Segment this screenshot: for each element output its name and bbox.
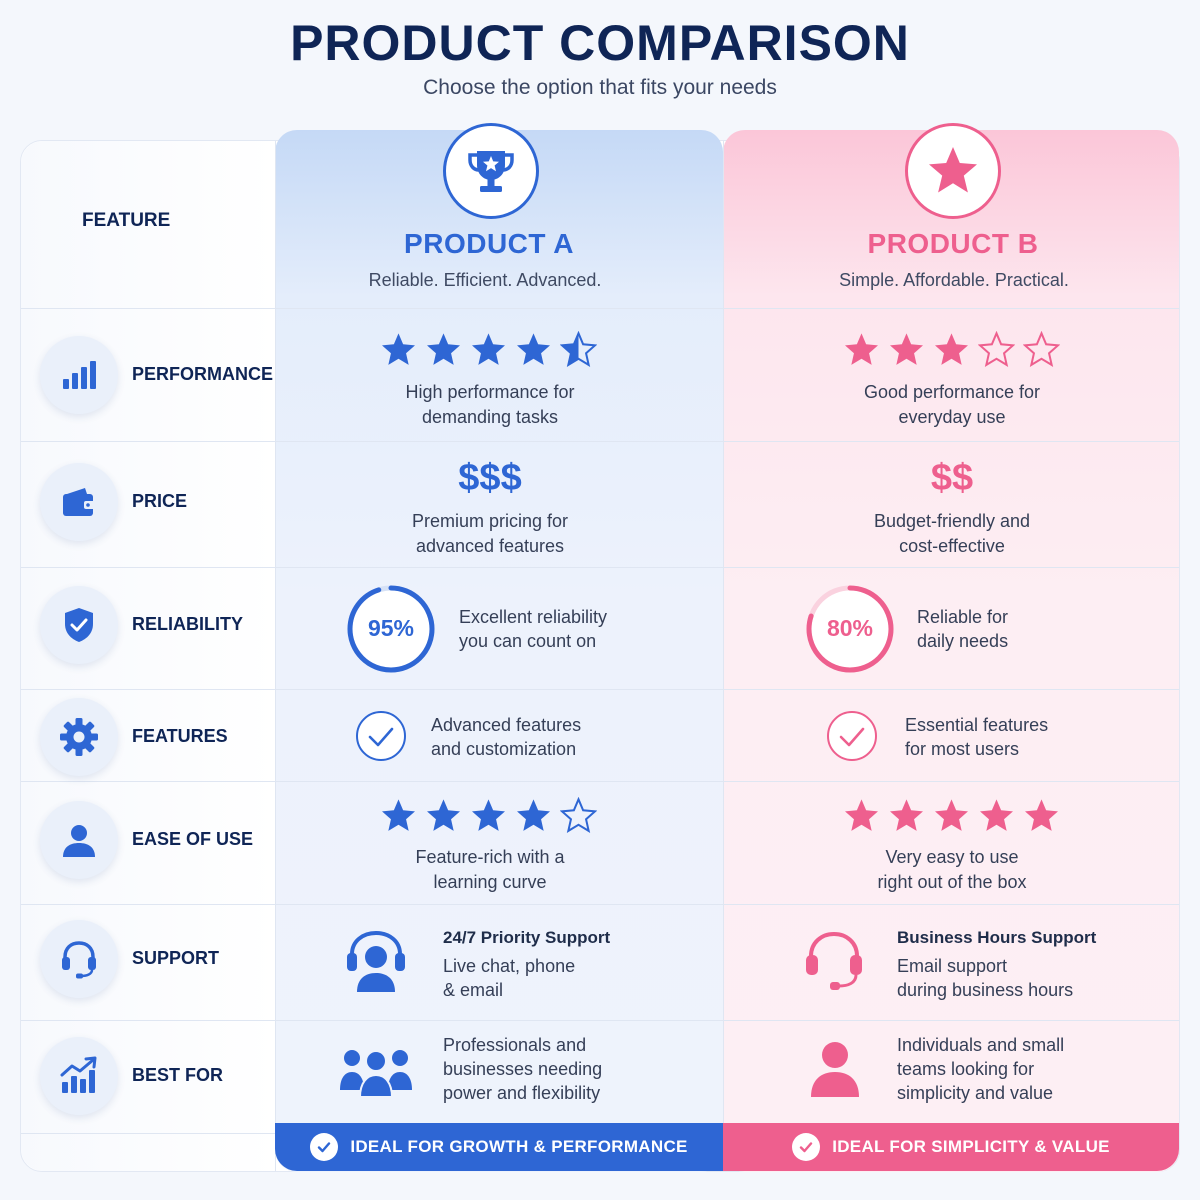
user-icon [40,801,118,879]
product-a-reliability-gauge: 95% [347,585,435,673]
row-label-performance: PERFORMANCE [132,364,274,384]
star-filled-icon [517,333,550,365]
gear-icon [40,698,118,776]
product-a-price: $$$ [458,457,522,499]
product-a-column [275,130,723,1172]
product-b-footer-text: IDEAL FOR SIMPLICITY & VALUE [832,1137,1110,1156]
row-label-support: SUPPORT [132,948,220,968]
team-icon [340,1050,412,1098]
product-b-price-text: Budget-friendly and cost-effective [873,511,1031,556]
star-filled-icon [890,799,923,831]
product-a-price-text: Premium pricing for advanced features [411,511,569,556]
check-circle-icon [310,1133,339,1161]
product-b-reliability-text: Reliable for daily needs [917,607,1009,651]
product-b-column [723,130,1179,1172]
product-b-tagline: Simple. Affordable. Practical. [839,270,1069,290]
row-label-best-for: BEST FOR [132,1065,224,1085]
product-a-footer-text: IDEAL FOR GROWTH & PERFORMANCE [350,1137,688,1156]
product-b-performance-rating [843,331,1060,368]
star-filled-icon [427,799,460,831]
product-b-performance-text: Good performance for everyday use [863,382,1041,427]
product-a-reliability-text: Excellent reliability you can count on [459,607,608,651]
wallet-icon [40,463,118,541]
star-filled-icon [935,333,968,365]
trophy-icon [443,123,539,219]
star-empty-icon [1023,331,1060,367]
product-a-ease-text: Feature-rich with a learning curve [415,847,565,892]
column-divider [275,141,276,1171]
product-a-support-text: 24/7 Priority Support Live chat, phone &… [443,928,611,1000]
product-b-best-for-text: Individuals and small teams looking for … [897,1035,1065,1103]
star-half-icon [560,331,597,367]
product-a-ease-rating [380,797,597,834]
product-b-support-text: Business Hours Support Email support dur… [897,928,1097,1000]
product-b-reliability-gauge: 80% [806,585,894,673]
page-title: PRODUCT COMPARISON [290,15,910,71]
star-icon [905,123,1001,219]
product-a-performance-rating [380,331,597,368]
check-circle-icon [792,1133,821,1161]
user-icon [811,1042,859,1097]
support-agent-icon [347,930,405,992]
row-label-reliability: RELIABILITY [132,614,243,634]
star-filled-icon [472,799,505,831]
star-filled-icon [845,799,878,831]
row-divider [21,1020,1179,1021]
row-label-features: FEATURES [132,726,228,746]
row-divider [21,441,1179,442]
star-filled-icon [980,799,1013,831]
bar-chart-icon [40,336,118,414]
star-filled-icon [472,333,505,365]
shield-check-icon [40,586,118,664]
product-a-footer-banner: IDEAL FOR GROWTH & PERFORMANCE [275,1123,723,1171]
product-a-performance-text: High performance for demanding tasks [405,382,575,427]
check-circle-icon [356,711,406,761]
star-filled-icon [845,333,878,365]
star-empty-icon [560,797,597,833]
product-b-ease-rating [843,797,1060,834]
row-divider [21,1133,275,1134]
feature-column-header: FEATURE [82,210,171,231]
row-label-ease-of-use: EASE OF USE [132,829,254,849]
product-a-name: PRODUCT A [404,228,574,259]
product-a-best-for-text: Professionals and businesses needing pow… [443,1035,603,1103]
star-empty-icon [978,331,1015,367]
row-divider [21,567,1179,568]
check-circle-icon [827,711,877,761]
headset-icon [806,931,862,990]
growth-chart-icon [40,1037,118,1115]
product-b-price: $$ [930,457,974,499]
row-divider [21,781,1179,782]
page-subtitle: Choose the option that fits your needs [423,76,777,99]
headset-icon [40,920,118,998]
product-b-name: PRODUCT B [867,228,1039,259]
product-a-tagline: Reliable. Efficient. Advanced. [368,270,602,290]
star-filled-icon [427,333,460,365]
row-divider [21,308,1179,309]
product-b-ease-text: Very easy to use right out of the box [877,847,1027,892]
row-divider [21,689,1179,690]
column-divider [723,141,724,1171]
row-divider [21,904,1179,905]
row-label-price: PRICE [132,491,188,511]
product-a-features-text: Advanced features and customization [431,715,582,759]
product-b-features-text: Essential features for most users [905,715,1049,759]
product-a-reliability-value: 95% [368,615,414,641]
product-b-reliability-value: 80% [827,615,873,641]
star-filled-icon [382,333,415,365]
star-filled-icon [935,799,968,831]
star-filled-icon [890,333,923,365]
star-filled-icon [517,799,550,831]
product-b-footer-banner: IDEAL FOR SIMPLICITY & VALUE [723,1123,1179,1171]
star-filled-icon [382,799,415,831]
star-filled-icon [1025,799,1058,831]
